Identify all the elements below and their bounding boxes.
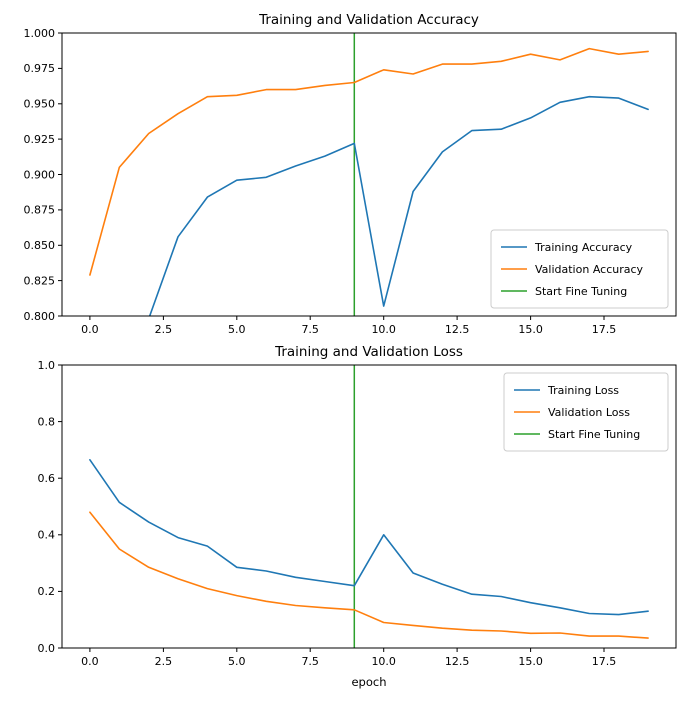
accuracy-ytick-label: 0.900: [24, 168, 56, 181]
loss-xtick-label: 0.0: [81, 655, 99, 668]
training-loss-line: [89, 458, 649, 616]
accuracy-ytick-label: 1.000: [24, 27, 56, 40]
accuracy-ytick-label: 0.850: [24, 239, 56, 252]
validation-loss-line: [89, 511, 649, 639]
loss-ytick-label: 0.6: [38, 472, 56, 485]
accuracy-ytick-label: 0.975: [24, 62, 56, 75]
loss-xtick-label: 7.5: [301, 655, 319, 668]
accuracy-ytick-label: 0.925: [24, 133, 56, 146]
accuracy-legend: Training Accuracy Validation Accuracy Star…: [490, 229, 669, 309]
accuracy-xtick-label: 2.5: [155, 323, 173, 336]
validation-loss-legend-label: Validation Loss: [548, 406, 630, 419]
training-loss-legend-label: Training Loss: [547, 384, 619, 397]
loss-xlabel: epoch: [351, 675, 386, 689]
loss-ytick-label: 0.0: [38, 642, 56, 655]
loss-axes-border: [61, 364, 677, 649]
accuracy-ytick-label: 0.950: [24, 98, 56, 111]
loss-plot: 0.0 2.5 5.0 7.5 10.0 12.5 15.0 17.5 0.0 0.2 0.4 0.6…: [38, 344, 677, 689]
loss-legend: Training Loss Validation Loss Start Fine T…: [503, 372, 669, 452]
loss-ytick-label: 0.8: [38, 415, 56, 428]
loss-ytick-label: 1.0: [38, 359, 56, 372]
loss-ytick-label: 0.2: [38, 585, 56, 598]
accuracy-xtick-label: 5.0: [228, 323, 246, 336]
loss-xtick-label: 17.5: [592, 655, 617, 668]
accuracy-xtick-label: 7.5: [301, 323, 319, 336]
validation-accuracy-legend-label: Validation Accuracy: [535, 263, 644, 276]
loss-xtick-label: 12.5: [445, 655, 470, 668]
accuracy-ytick-label: 0.875: [24, 204, 56, 217]
loss-xtick-label: 5.0: [228, 655, 246, 668]
accuracy-xtick-label: 10.0: [371, 323, 396, 336]
loss-xtick-label: 10.0: [371, 655, 396, 668]
accuracy-ytick-label: 0.800: [24, 310, 56, 323]
training-accuracy-legend-label: Training Accuracy: [534, 241, 633, 254]
accuracy-xtick-label: 12.5: [445, 323, 470, 336]
validation-accuracy-line: [89, 47, 649, 276]
start-fine-tuning-legend-label: Start Fine Tuning: [535, 285, 627, 298]
accuracy-xtick-label: 0.0: [81, 323, 99, 336]
accuracy-title: Training and Validation Accuracy: [258, 12, 479, 28]
start-fine-tuning-legend-label: Start Fine Tuning: [548, 428, 640, 441]
loss-title: Training and Validation Loss: [274, 344, 463, 360]
accuracy-plot: 0.0 2.5 5.0 7.5 10.0 12.5 15.0 17.5 0.800 0.825 0.…: [24, 12, 677, 336]
accuracy-xtick-label: 17.5: [592, 323, 617, 336]
accuracy-xtick-label: 15.0: [518, 323, 543, 336]
loss-ytick-label: 0.4: [38, 529, 56, 542]
loss-xtick-label: 15.0: [518, 655, 543, 668]
loss-xtick-label: 2.5: [155, 655, 173, 668]
accuracy-ytick-label: 0.825: [24, 274, 56, 287]
training-accuracy-line: [148, 95, 649, 316]
